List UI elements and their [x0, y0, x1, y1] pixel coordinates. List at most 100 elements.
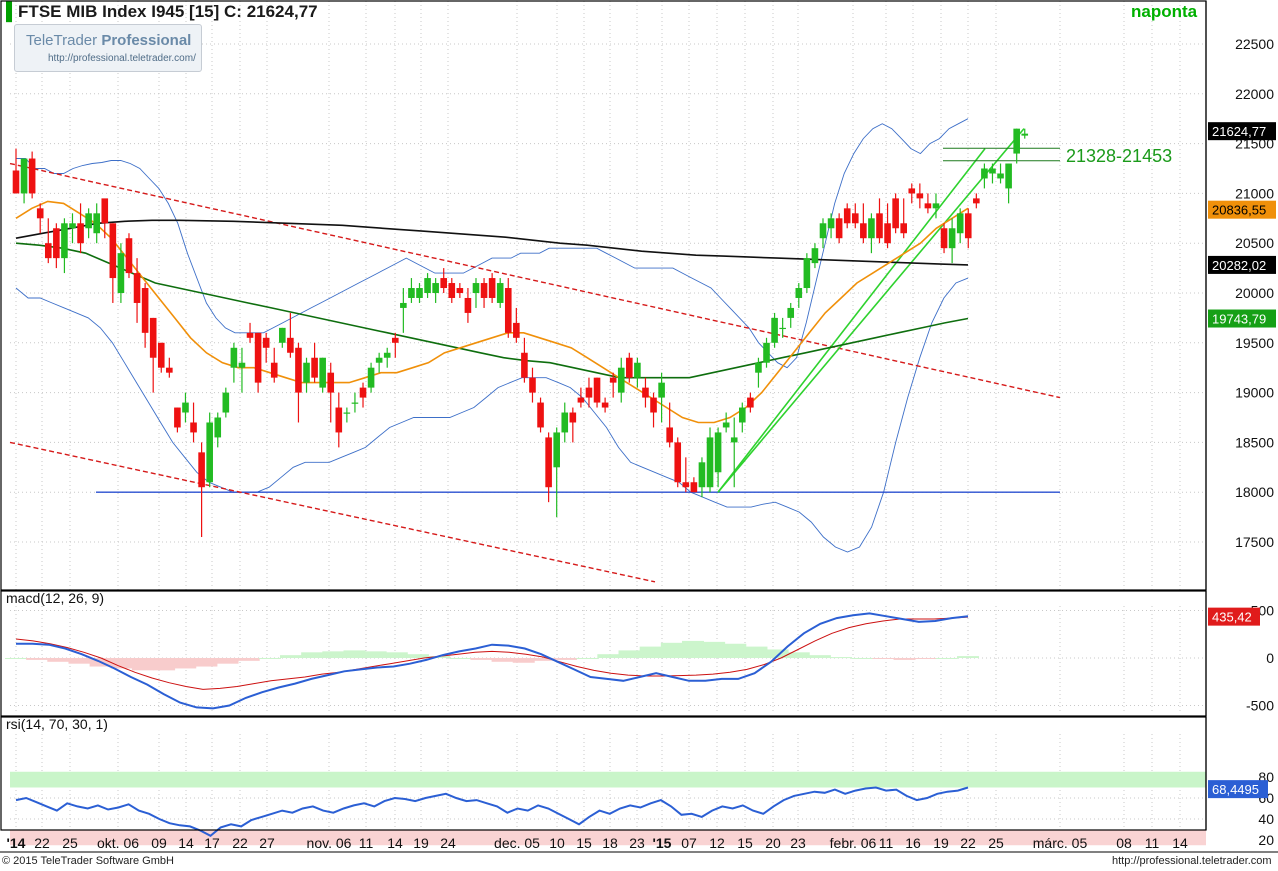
- candle-body: [125, 238, 133, 274]
- candle-body: [206, 422, 213, 483]
- candle-body: [262, 337, 270, 348]
- title-bar-icon: ▌: [6, 2, 19, 21]
- candle-body: [456, 288, 464, 293]
- price-tick-label: 19000: [1235, 385, 1274, 401]
- candle-body: [827, 218, 835, 229]
- candle-body: [1013, 128, 1020, 154]
- macd-histogram-bar: [280, 655, 303, 658]
- macd-histogram-bar: [618, 650, 641, 658]
- candle-body: [900, 223, 907, 234]
- candle-body: [319, 357, 326, 388]
- candle-body: [1005, 163, 1012, 189]
- candle-body: [755, 362, 762, 373]
- candle-body: [892, 198, 899, 229]
- candle-body: [157, 342, 165, 368]
- candle-body: [948, 228, 956, 249]
- x-tick-label: 09: [151, 835, 167, 851]
- macd-histogram-bar: [470, 658, 493, 660]
- x-tick-label: 20: [765, 835, 781, 851]
- teletrader-logo: TeleTrader Professional http://professio…: [14, 24, 202, 72]
- price-tick-label: 21000: [1235, 185, 1274, 201]
- macd-label-text: 435,42: [1212, 610, 1252, 625]
- candle-body: [601, 402, 609, 408]
- candle-body: [932, 203, 940, 209]
- x-tick-label: 22: [232, 835, 248, 851]
- candle-body: [593, 377, 601, 403]
- trend-lines: [9, 128, 1061, 583]
- macd-title: macd(12, 26, 9): [6, 590, 104, 606]
- x-tick-label: 10: [549, 835, 565, 851]
- candle-body: [182, 402, 189, 413]
- macd-histogram-bar: [808, 655, 831, 658]
- price-tick-label: 17500: [1235, 534, 1274, 550]
- candle-body: [658, 382, 665, 398]
- candle-body: [117, 253, 125, 293]
- candle-body: [876, 213, 883, 239]
- x-tick-label: 22: [960, 835, 976, 851]
- candle-body: [682, 482, 690, 488]
- candle-body: [36, 208, 44, 219]
- candle-body: [408, 288, 415, 298]
- macd-histogram-bar: [406, 654, 429, 658]
- candle-body: [997, 173, 1004, 179]
- x-tick-label: nov. 06: [307, 835, 352, 851]
- candle-body: [706, 437, 714, 488]
- candle-body: [739, 407, 746, 423]
- x-tick-label: 15: [737, 835, 753, 851]
- macd-histogram-bar: [724, 643, 747, 658]
- candle-body: [626, 357, 633, 378]
- macd-histogram-bar: [5, 658, 27, 659]
- candle-body: [303, 362, 310, 383]
- macd-histogram-bar: [766, 649, 789, 658]
- macd-label-box: [1208, 607, 1260, 626]
- price-label-text: 19743,79: [1212, 312, 1266, 327]
- footer-url[interactable]: http://professional.teletrader.com: [1112, 855, 1272, 867]
- x-tick-label: 23: [790, 835, 806, 851]
- candle-body: [133, 273, 141, 303]
- candle-body: [545, 437, 552, 488]
- candle-body: [367, 367, 375, 388]
- macd-histogram-bar: [131, 658, 154, 671]
- x-tick-label: 07: [681, 835, 697, 851]
- candle-body: [609, 377, 617, 383]
- candle-body: [674, 442, 682, 483]
- x-tick-label: 18: [602, 835, 618, 851]
- candle-body: [279, 327, 286, 343]
- macd-histogram-bar: [385, 652, 408, 658]
- candle-body: [956, 213, 964, 234]
- candle-body: [860, 223, 867, 239]
- x-tick-label: 14: [178, 835, 194, 851]
- x-tick-label: 25: [62, 835, 78, 851]
- macd-histogram-bar: [449, 658, 472, 659]
- target-zone-annotation: 21328-21453: [1066, 146, 1173, 166]
- macd-histogram-bar: [343, 650, 366, 658]
- candle-body: [375, 357, 383, 363]
- candle-body: [101, 198, 109, 224]
- candle-body: [884, 223, 891, 244]
- x-tick-label: 23: [629, 835, 645, 851]
- candle-body: [803, 258, 811, 289]
- candle-body: [973, 198, 980, 204]
- candle-body: [20, 158, 28, 194]
- candle-body: [69, 223, 76, 229]
- candle-body: [109, 223, 117, 279]
- candle-body: [327, 372, 335, 393]
- candle-body: [916, 193, 924, 199]
- candle-body: [811, 248, 819, 264]
- candle-body: [295, 347, 302, 393]
- chart-title: ▌FTSE MIB Index I945 [15] C: 21624,77: [6, 2, 318, 21]
- macd-tick-label: -500: [1246, 698, 1274, 714]
- candle-body: [577, 397, 585, 403]
- macd-histogram-bar: [957, 656, 979, 658]
- axis-labels: '14 22 25 okt. 06 09 14 17 22 27 nov. 06 11 14 19 24 d…: [6, 36, 1276, 851]
- macd-histogram-bar: [914, 658, 937, 659]
- candle-body: [964, 213, 972, 239]
- candle-body: [1021, 133, 1029, 136]
- candle-body: [359, 387, 367, 398]
- candle-body: [287, 337, 294, 353]
- candle-body: [28, 158, 36, 194]
- macd-histogram-bar: [935, 658, 958, 659]
- price-tick-label: 22500: [1235, 36, 1274, 52]
- candle-body: [149, 317, 157, 358]
